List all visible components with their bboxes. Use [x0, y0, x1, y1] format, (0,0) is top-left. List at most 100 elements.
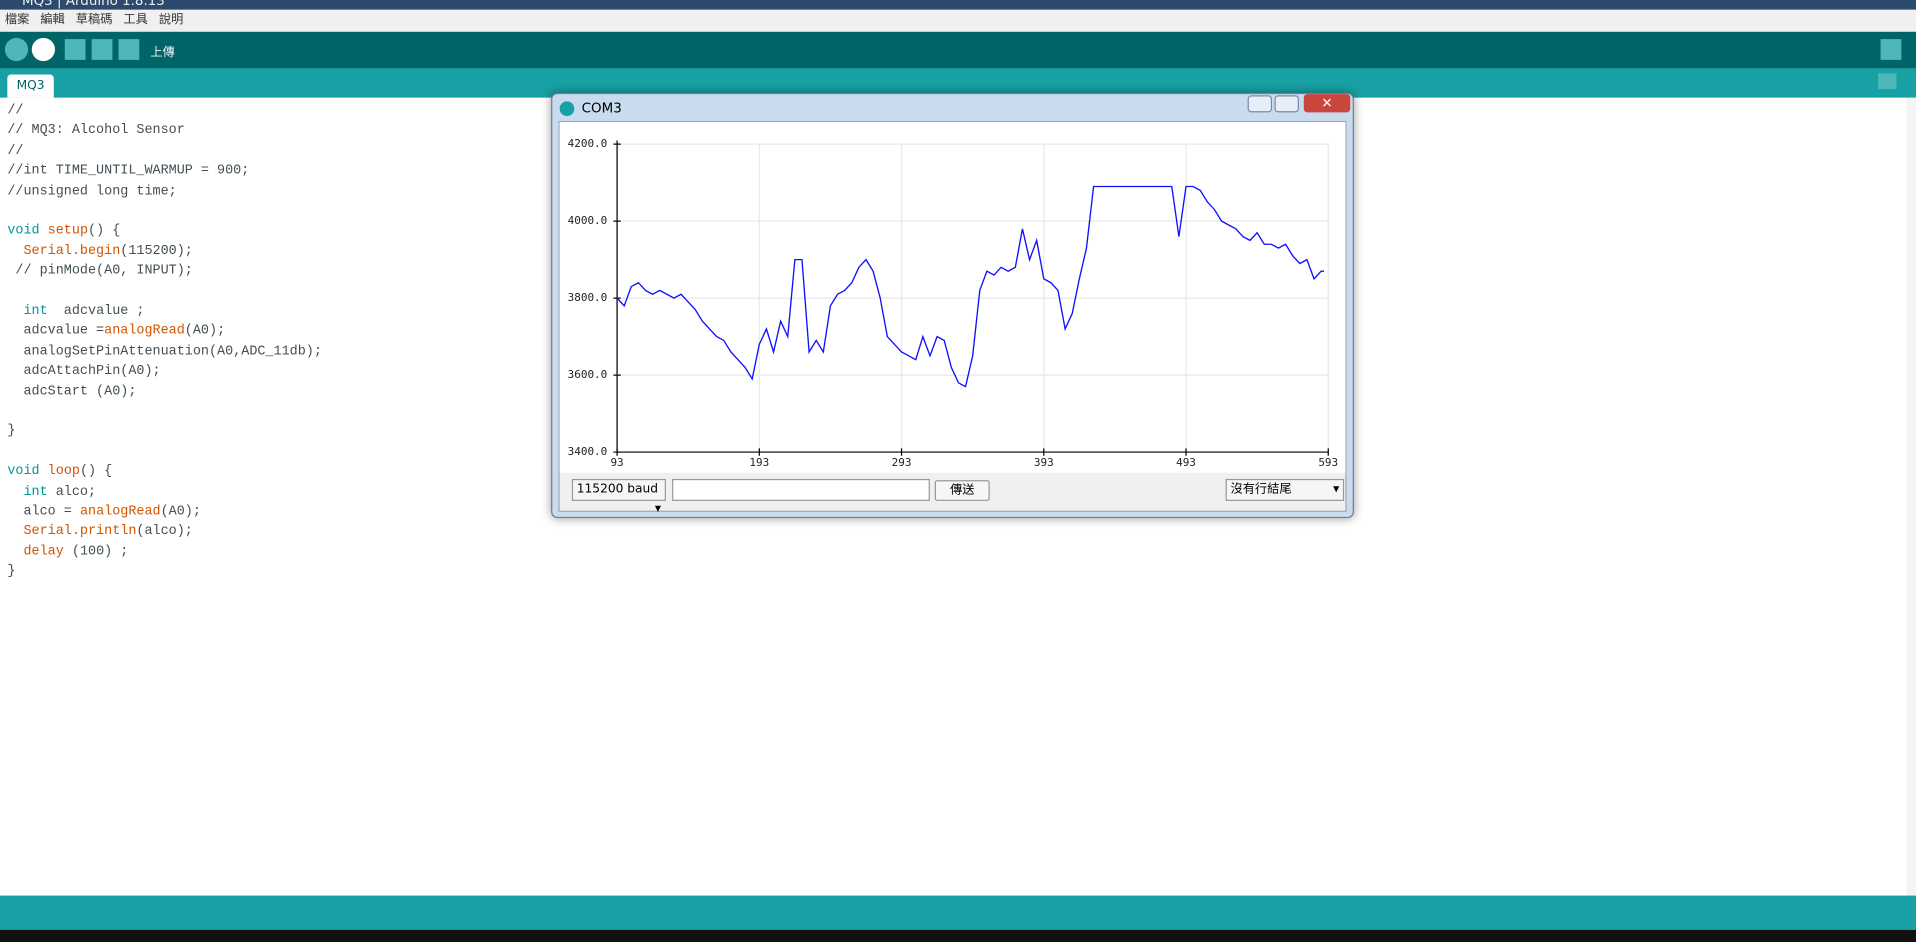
code-line: Serial.println(alco); — [7, 522, 322, 542]
code-line: adcvalue =analogRead(A0); — [7, 322, 322, 342]
send-button[interactable]: 傳送 — [934, 480, 990, 501]
app-icon — [559, 101, 575, 117]
maximize-button[interactable] — [1274, 95, 1299, 113]
code-token: (alco); — [136, 524, 193, 540]
code-token: } — [7, 424, 16, 440]
scrollbar[interactable] — [1906, 97, 1916, 896]
code-line: int adcvalue ; — [7, 302, 322, 322]
code-line: Serial.begin(115200); — [7, 242, 322, 262]
code-token: void — [7, 464, 48, 480]
close-button[interactable]: ✕ — [1303, 94, 1351, 113]
code-token: (100) ; — [63, 544, 129, 560]
code-line: //int TIME_UNTIL_WARMUP = 900; — [7, 162, 322, 182]
toolbar-label: 上傳 — [150, 46, 175, 60]
window-title: MQ3 | Arduino 1.8.13 — [21, 0, 165, 9]
code-line: adcAttachPin(A0); — [7, 362, 322, 382]
baud-select[interactable]: 115200 baud ▾ — [571, 478, 666, 516]
chart: 3400.0 3600.0 3800.0 4000.0 4200.0 93 193 293 39… — [559, 122, 1346, 473]
x-tick-label: 93 — [610, 456, 623, 469]
line-ending-select[interactable]: 沒有行結尾 ▾ — [1225, 478, 1345, 501]
code-token: int — [7, 304, 64, 319]
line-ending-label: 沒有行結尾 — [1230, 482, 1292, 497]
code-token: alco; — [55, 484, 97, 500]
menu-bar: 檔案 編輯 草稿碼 工具 說明 — [0, 9, 1916, 32]
code-token: Serial.begin — [7, 244, 121, 259]
code-token: // MQ3: Alcohol Sensor — [7, 123, 185, 139]
code-line: void setup() { — [7, 222, 322, 242]
plotter-title: COM3 — [581, 100, 622, 117]
menu-item[interactable]: 草稿碼 — [75, 13, 113, 27]
code-token: Serial.println — [7, 524, 137, 540]
code-line: alco = analogRead(A0); — [7, 502, 322, 522]
y-tick-label: 3400.0 — [568, 445, 608, 458]
code-token: adcAttachPin(A0); — [7, 364, 161, 380]
console — [0, 929, 1916, 942]
y-tick-label: 4200.0 — [568, 137, 608, 150]
code-token: alco = — [7, 504, 80, 520]
code-token: adcvalue = — [7, 324, 105, 339]
blank-line — [7, 442, 322, 462]
code-token: int — [7, 484, 56, 500]
code-line: int alco; — [7, 482, 322, 502]
x-tick-label: 293 — [892, 456, 912, 469]
blank-line — [7, 202, 322, 222]
code-token: void — [7, 224, 48, 239]
y-tick-label: 3800.0 — [568, 291, 608, 304]
code-line: analogSetPinAttenuation(A0,ADC_11db); — [7, 342, 322, 362]
plotter-panel: 3400.0 3600.0 3800.0 4000.0 4200.0 93 193 293 39… — [558, 120, 1347, 516]
plotter-window: COM3 ✕ 3400.0 3600.0 3800.0 4000.0 4200.0 93 1… — [551, 92, 1354, 519]
code-token: } — [7, 564, 16, 580]
code-token: //int TIME_UNTIL_WARMUP = 900; — [7, 163, 250, 179]
open-button[interactable] — [91, 39, 113, 60]
code: // // MQ3: Alcohol Sensor // //int TIME_UNT… — [7, 101, 322, 582]
x-tick-label: 493 — [1176, 456, 1196, 469]
tab-menu[interactable] — [1878, 73, 1897, 90]
toolbar: 上傳 — [0, 31, 1916, 69]
menu-item[interactable]: 說明 — [158, 13, 184, 27]
verify-button[interactable] — [4, 37, 29, 62]
x-tick-label: 193 — [749, 456, 769, 469]
code-token: () { — [79, 464, 113, 480]
code-line: } — [7, 562, 322, 582]
code-token: setup — [47, 224, 89, 239]
x-tick-label: 393 — [1034, 456, 1054, 469]
code-line: void loop() { — [7, 462, 322, 482]
code-token: // pinMode(A0, INPUT); — [7, 264, 193, 279]
new-button[interactable] — [64, 39, 86, 60]
code-line: // — [7, 141, 322, 161]
code-token: // — [7, 103, 24, 119]
blank-line — [7, 402, 322, 422]
y-tick-label: 3600.0 — [568, 368, 608, 381]
y-tick-label: 4000.0 — [568, 214, 608, 227]
x-tick-label: 593 — [1318, 456, 1338, 469]
code-token: delay — [7, 544, 64, 560]
data-line — [616, 185, 1324, 388]
code-line: // — [7, 101, 322, 121]
status-bar — [0, 895, 1916, 930]
menu-item[interactable]: 編輯 — [40, 13, 65, 27]
code-line: adcStart (A0); — [7, 382, 322, 402]
blank-line — [7, 282, 322, 302]
code-token: analogRead — [104, 324, 185, 339]
tab[interactable]: MQ3 — [7, 74, 54, 98]
send-input[interactable] — [672, 478, 930, 501]
menu-item[interactable]: 工具 — [123, 13, 148, 27]
code-token: adcStart (A0); — [7, 384, 137, 400]
code-token: analogRead — [79, 504, 161, 520]
serial-monitor-button[interactable] — [1880, 39, 1902, 60]
code-token: () { — [88, 224, 121, 239]
save-button[interactable] — [118, 39, 140, 60]
minimize-button[interactable] — [1247, 95, 1273, 113]
code-token: // — [7, 143, 24, 159]
menu-item[interactable]: 檔案 — [4, 13, 30, 27]
code-line: delay (100) ; — [7, 542, 322, 562]
code-line: } — [7, 422, 322, 442]
code-line: // MQ3: Alcohol Sensor — [7, 121, 322, 141]
code-token: (115200); — [120, 244, 193, 259]
code-token: (A0); — [160, 504, 201, 520]
upload-button[interactable] — [31, 37, 55, 62]
code-token: analogSetPinAttenuation(A0,ADC_11db); — [7, 344, 322, 360]
code-line: // pinMode(A0, INPUT); — [7, 262, 322, 282]
